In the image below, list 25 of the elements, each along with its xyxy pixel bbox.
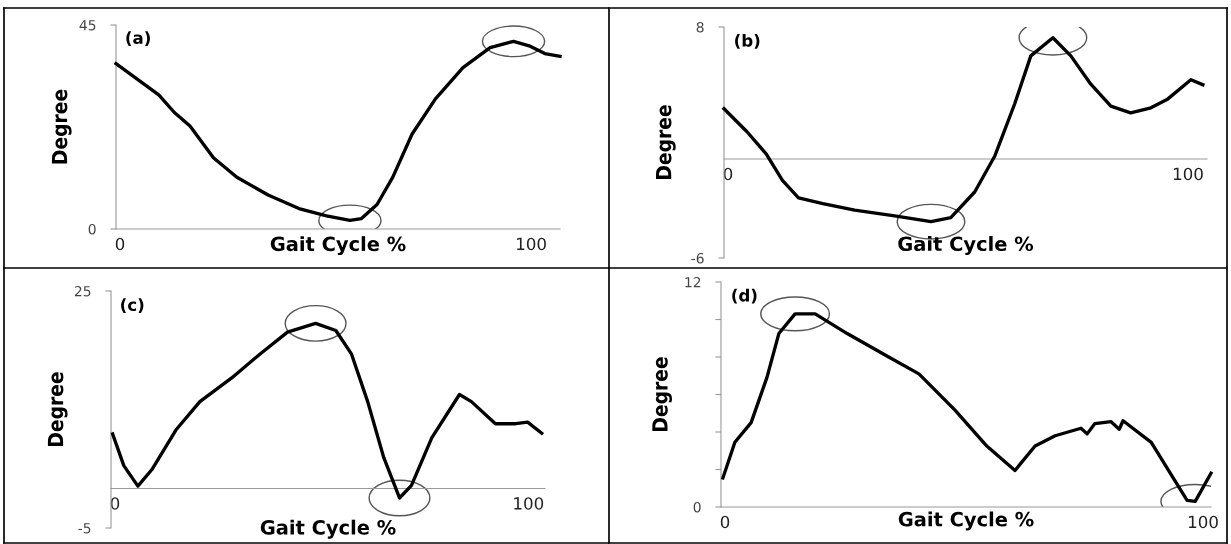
y-axis-title: Degree bbox=[656, 105, 676, 179]
y-tick-label: 45 bbox=[79, 20, 96, 31]
y-tick-label: -6 bbox=[691, 252, 704, 264]
y-tick-label: 25 bbox=[74, 285, 91, 297]
y-tick-label: 12 bbox=[685, 276, 701, 288]
x-tick-label: 100 bbox=[1173, 167, 1203, 181]
x-axis-title: Gait Cycle % bbox=[898, 511, 1034, 531]
x-axis-title: Gait Cycle % bbox=[898, 236, 1034, 256]
x-tick-label: 100 bbox=[517, 237, 546, 251]
x-axis-title: Gait Cycle % bbox=[260, 519, 396, 539]
y-axis-title: Degree bbox=[652, 357, 672, 431]
x-axis-title: Gait Cycle % bbox=[270, 236, 406, 256]
y-tick-label: 8 bbox=[696, 21, 704, 33]
x-tick-label: 100 bbox=[514, 497, 544, 510]
line-series bbox=[722, 36, 1205, 224]
chart-title: (b) bbox=[735, 33, 760, 49]
chart-title: (d) bbox=[732, 288, 757, 304]
chart-title: (c) bbox=[121, 298, 144, 313]
line-series bbox=[721, 312, 1213, 504]
y-tick-label: 0 bbox=[88, 223, 96, 235]
y-axis-title: Degree bbox=[47, 372, 68, 446]
x-tick-label: 100 bbox=[1188, 515, 1218, 529]
y-axis-title: Degree bbox=[51, 89, 72, 164]
chart-title: (a) bbox=[126, 31, 150, 46]
y-tick-label: -5 bbox=[78, 523, 91, 534]
